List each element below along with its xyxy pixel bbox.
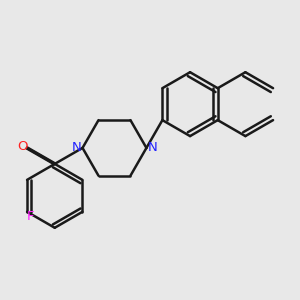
Text: O: O	[17, 140, 27, 153]
Text: N: N	[147, 141, 157, 154]
Text: F: F	[27, 210, 35, 223]
Text: N: N	[72, 141, 82, 154]
